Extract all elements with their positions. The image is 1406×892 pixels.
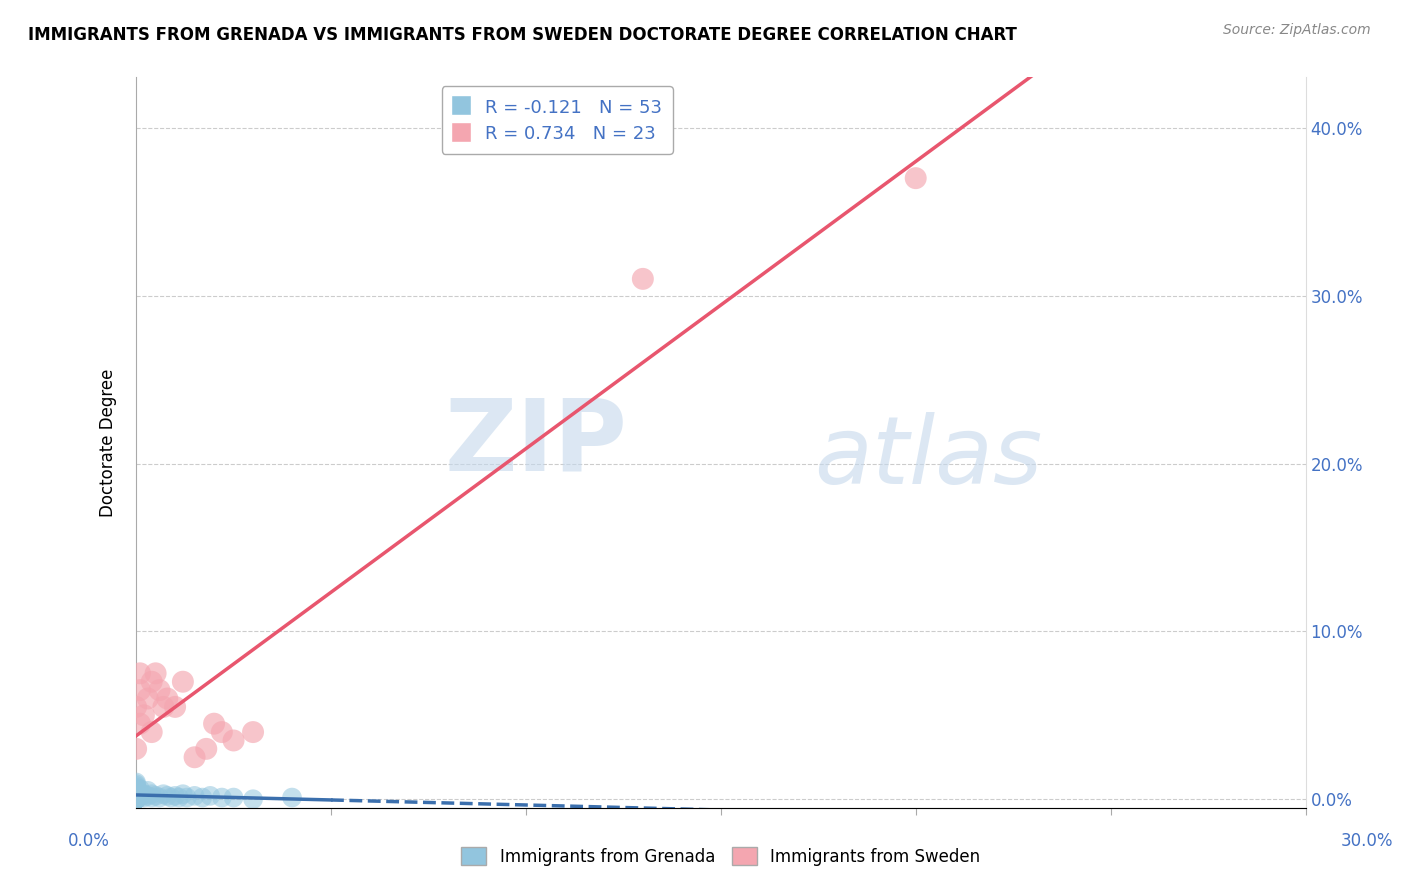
Point xyxy=(125,792,148,806)
Point xyxy=(125,775,148,789)
Point xyxy=(129,789,152,803)
Point xyxy=(125,792,148,806)
Point xyxy=(148,790,170,805)
Point xyxy=(202,716,225,731)
Point xyxy=(141,674,163,689)
Point xyxy=(183,789,205,803)
Point xyxy=(125,780,148,795)
Text: atlas: atlas xyxy=(814,411,1043,502)
Point xyxy=(125,792,148,806)
Point xyxy=(141,790,163,805)
Point xyxy=(156,789,179,803)
Point xyxy=(141,787,163,801)
Point xyxy=(125,792,148,806)
Text: ZIP: ZIP xyxy=(444,394,627,491)
Point xyxy=(125,792,148,806)
Point xyxy=(125,777,148,791)
Point xyxy=(198,789,221,803)
Point xyxy=(125,792,148,806)
Point xyxy=(145,789,167,803)
Point xyxy=(211,725,233,739)
Point xyxy=(141,725,163,739)
Point xyxy=(222,790,245,805)
Point xyxy=(281,790,304,805)
Point xyxy=(160,790,183,805)
Point xyxy=(125,792,148,806)
Point xyxy=(176,790,198,805)
Point xyxy=(148,683,170,698)
Point xyxy=(211,790,233,805)
Point xyxy=(172,787,194,801)
Point xyxy=(904,171,927,186)
Point xyxy=(125,789,148,803)
Point xyxy=(132,708,155,723)
Point xyxy=(132,790,155,805)
Point xyxy=(195,742,218,756)
Point xyxy=(125,785,148,799)
Point xyxy=(125,787,148,801)
Legend: Immigrants from Grenada, Immigrants from Sweden: Immigrants from Grenada, Immigrants from… xyxy=(454,841,987,872)
Point xyxy=(125,789,148,803)
Point xyxy=(145,666,167,681)
Point xyxy=(125,779,148,793)
Point xyxy=(183,750,205,764)
Point xyxy=(129,790,152,805)
Y-axis label: Doctorate Degree: Doctorate Degree xyxy=(100,368,117,516)
Point xyxy=(167,790,190,805)
Point xyxy=(136,784,159,798)
Point xyxy=(125,790,148,805)
Point xyxy=(125,790,148,805)
Point xyxy=(125,792,148,806)
Point xyxy=(125,784,148,798)
Point xyxy=(125,784,148,798)
Point xyxy=(631,272,654,286)
Point xyxy=(129,716,152,731)
Text: 30.0%: 30.0% xyxy=(1340,831,1393,849)
Point xyxy=(132,787,155,801)
Point xyxy=(125,787,148,801)
Point xyxy=(165,699,187,714)
Point xyxy=(136,789,159,803)
Point xyxy=(125,699,148,714)
Point xyxy=(125,790,148,805)
Point xyxy=(125,792,148,806)
Point xyxy=(125,792,148,806)
Point xyxy=(129,782,152,797)
Text: 0.0%: 0.0% xyxy=(67,831,110,849)
Point xyxy=(152,787,174,801)
Point xyxy=(191,790,214,805)
Point xyxy=(129,785,152,799)
Point xyxy=(242,725,264,739)
Point xyxy=(136,691,159,706)
Text: IMMIGRANTS FROM GRENADA VS IMMIGRANTS FROM SWEDEN DOCTORATE DEGREE CORRELATION C: IMMIGRANTS FROM GRENADA VS IMMIGRANTS FR… xyxy=(28,26,1017,44)
Point xyxy=(222,733,245,747)
Point xyxy=(129,666,152,681)
Point xyxy=(125,742,148,756)
Point xyxy=(172,674,194,689)
Point xyxy=(125,782,148,797)
Point xyxy=(165,789,187,803)
Point xyxy=(242,792,264,806)
Point xyxy=(129,683,152,698)
Point xyxy=(125,792,148,806)
Text: Source: ZipAtlas.com: Source: ZipAtlas.com xyxy=(1223,23,1371,37)
Point xyxy=(125,792,148,806)
Point xyxy=(156,691,179,706)
Point xyxy=(152,699,174,714)
